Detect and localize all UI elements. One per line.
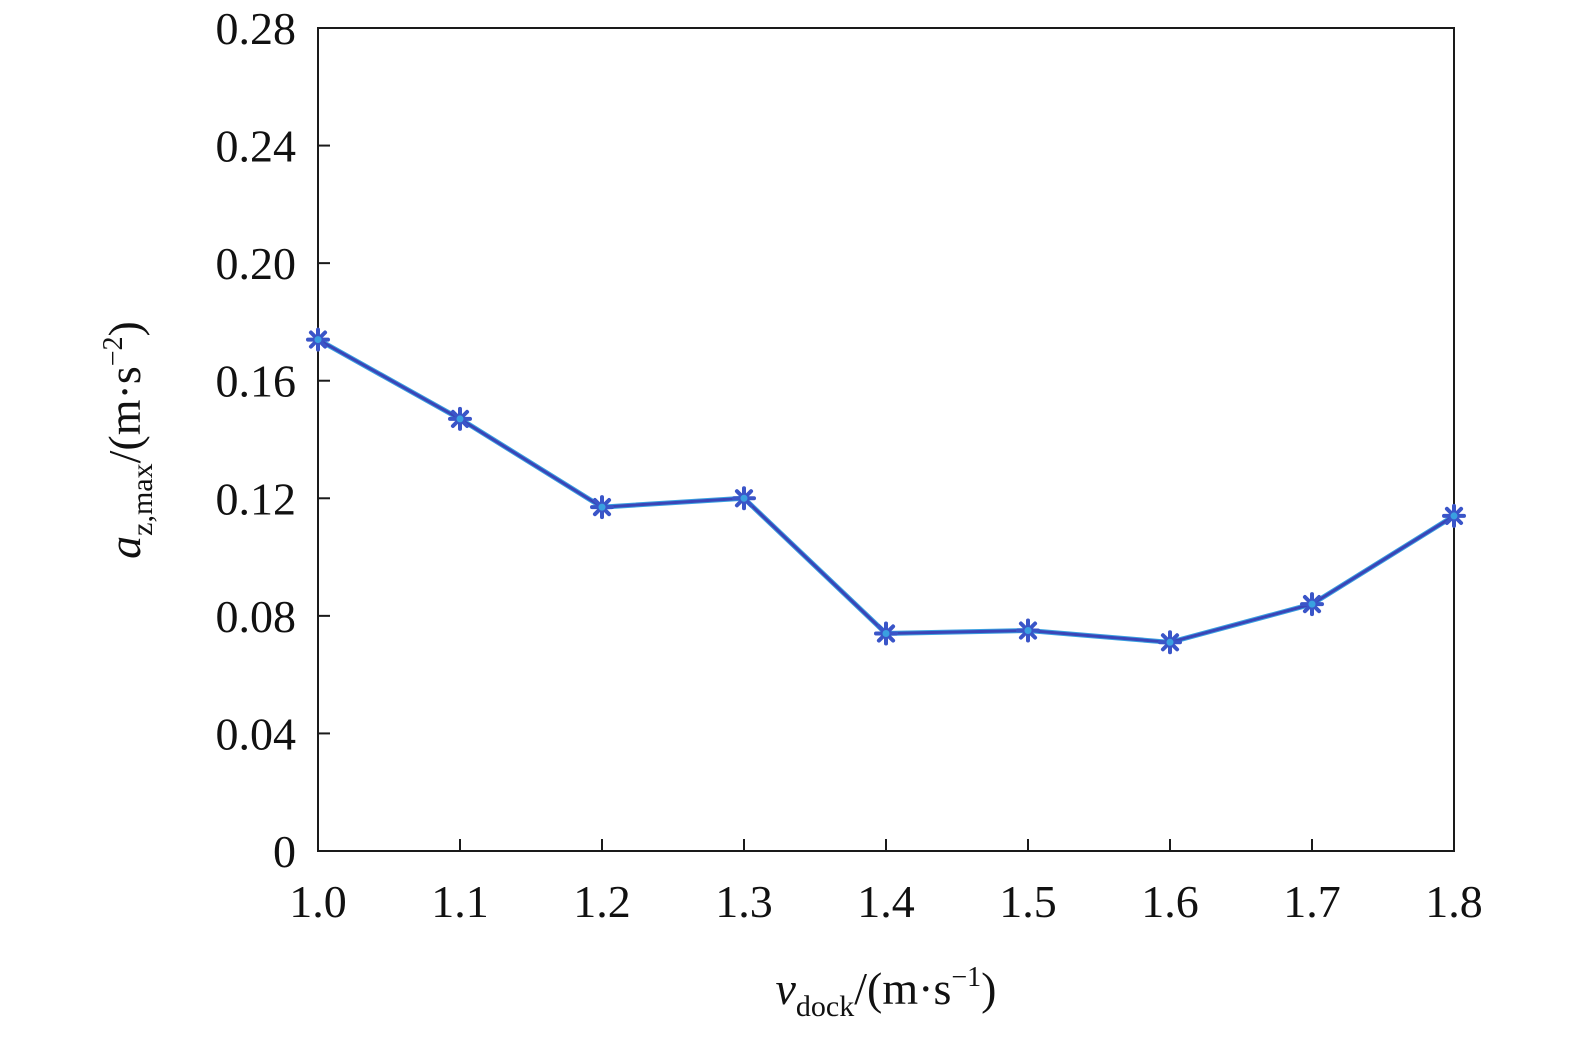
series-line-segment (600, 496, 746, 509)
x-tick-label: 1.5 (999, 876, 1057, 927)
series-line-segment (458, 417, 604, 509)
x-tick-label: 1.4 (857, 876, 915, 927)
data-point-marker (590, 495, 614, 520)
data-series (306, 327, 1466, 655)
series-line-segment (742, 496, 888, 635)
x-tick-label: 1.6 (1141, 876, 1199, 927)
y-tick-label: 0.04 (216, 708, 297, 759)
series-line-segment (316, 338, 462, 421)
x-tick-label: 1.2 (573, 876, 631, 927)
data-point-marker (448, 406, 472, 431)
y-tick-label: 0.20 (216, 238, 297, 289)
x-tick-label: 1.8 (1425, 876, 1483, 927)
y-axis-label: az,max/(m·s−2) (98, 321, 159, 559)
x-tick-label: 1.7 (1283, 876, 1341, 927)
y-tick-label: 0.24 (216, 121, 297, 172)
series-line-segment (1168, 602, 1314, 644)
data-point-marker (1016, 618, 1040, 643)
series-line-segment (1026, 629, 1172, 644)
y-tick-label: 0.16 (216, 356, 297, 407)
data-point-marker (306, 327, 330, 352)
y-tick-label: 0 (273, 826, 296, 877)
x-axis-label: vdock/(m·s−1) (776, 962, 997, 1023)
data-point-marker (874, 621, 898, 646)
x-tick-label: 1.3 (715, 876, 773, 927)
data-point-marker (1158, 630, 1182, 655)
series-line-segment (884, 629, 1030, 635)
y-tick-label: 0.12 (216, 473, 297, 524)
x-tick-label: 1.0 (289, 876, 347, 927)
x-tick-label: 1.1 (431, 876, 489, 927)
data-point-marker (1442, 503, 1466, 528)
y-tick-label: 0.28 (216, 3, 297, 54)
y-axis-ticks: 0 0.04 0.08 0.12 0.16 0.20 0.24 0.28 (216, 3, 330, 877)
data-point-marker (1300, 592, 1324, 617)
series-line-segment (1310, 514, 1456, 606)
data-point-marker (732, 486, 756, 511)
y-tick-label: 0.08 (216, 591, 297, 642)
x-axis-ticks: 1.0 1.1 1.2 1.3 1.4 1.5 1.6 1.7 1.8 (289, 839, 1483, 927)
